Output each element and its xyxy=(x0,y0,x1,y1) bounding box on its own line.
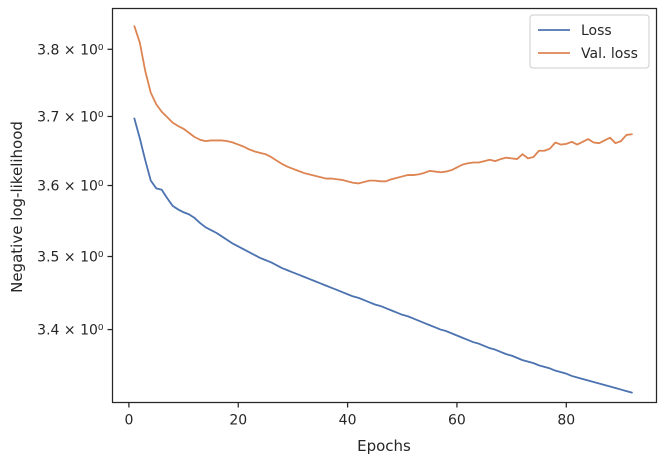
legend-label-val-loss: Val. loss xyxy=(581,46,638,62)
legend-label-loss: Loss xyxy=(581,23,612,39)
x-axis-label: Epochs xyxy=(357,437,411,455)
y-tick-label: 3.5 × 10⁰ xyxy=(37,250,104,266)
plot-frame xyxy=(111,7,658,404)
legend-box xyxy=(529,14,650,69)
x-tick-label: 0 xyxy=(124,413,133,429)
y-tick-label: 3.6 × 10⁰ xyxy=(37,179,104,195)
x-tick-label: 80 xyxy=(557,413,575,429)
y-tick-label: 3.4 × 10⁰ xyxy=(37,323,104,339)
legend: Loss Val. loss xyxy=(529,14,650,69)
y-tick-label: 3.7 × 10⁰ xyxy=(37,109,104,125)
series-layer xyxy=(133,25,633,394)
y-axis-label: Negative log-likelihood xyxy=(8,121,26,293)
series-line-loss xyxy=(133,117,633,394)
x-axis: 0 20 40 60 80 xyxy=(124,402,575,429)
y-axis: 3.4 × 10⁰ 3.5 × 10⁰ 3.6 × 10⁰ 3.7 × 10⁰ 3.8 … xyxy=(37,42,113,339)
x-tick-label: 60 xyxy=(448,413,466,429)
x-tick-label: 40 xyxy=(339,413,357,429)
x-tick-label: 20 xyxy=(229,413,247,429)
y-tick-label: 3.8 × 10⁰ xyxy=(37,42,104,58)
series-line-val-loss xyxy=(133,25,633,185)
